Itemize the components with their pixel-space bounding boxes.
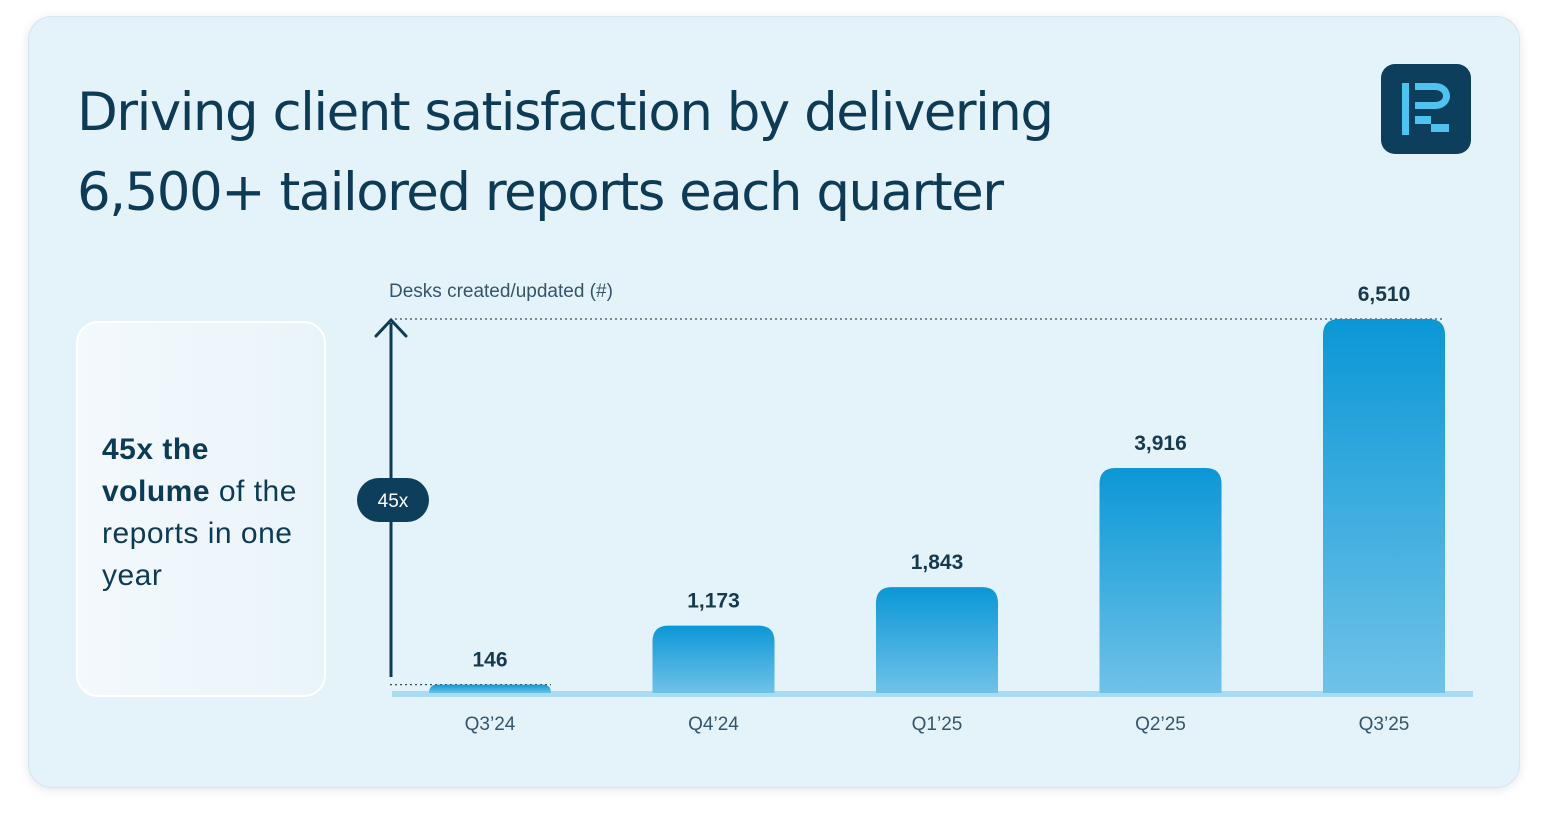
bar-1 — [429, 684, 551, 693]
report-r-logo-icon — [1381, 64, 1471, 154]
x-tick-label-4: Q2’25 — [1135, 714, 1186, 735]
highlight-bold: 45x the volume — [102, 433, 211, 508]
bar-5 — [1323, 319, 1445, 693]
data-label-4: 3,916 — [1134, 432, 1187, 455]
x-tick-label-2: Q4’24 — [688, 714, 739, 735]
data-label-1: 146 — [472, 649, 507, 672]
highlight-card: 45x the volume of the reports in one yea… — [76, 321, 326, 697]
highlight-text: 45x the volume of the reports in one yea… — [102, 429, 312, 597]
x-tick-label-1: Q3’24 — [465, 714, 516, 735]
title-line-1: Driving client satisfaction by deliverin… — [77, 82, 1054, 143]
logo-glyph — [1402, 83, 1450, 135]
y-axis-label: Desks created/updated (#) — [389, 281, 613, 302]
highlight-rest: of the reports in one year — [102, 475, 297, 592]
bar-3 — [876, 587, 998, 693]
growth-arrow-head-icon — [374, 318, 408, 338]
x-tick-label-5: Q3’25 — [1359, 714, 1410, 735]
title-line-2: 6,500+ tailored reports each quarter — [77, 162, 1004, 223]
page-title: Driving client satisfaction by deliverin… — [77, 73, 1054, 233]
data-label-5: 6,510 — [1358, 283, 1411, 306]
x-tick-label-3: Q1’25 — [912, 714, 963, 735]
growth-badge — [357, 478, 429, 522]
bar-4 — [1099, 468, 1222, 693]
bar-2 — [652, 625, 775, 693]
x-axis-baseline — [392, 691, 1473, 697]
growth-badge-label: 45x — [378, 491, 409, 512]
data-label-2: 1,173 — [687, 590, 740, 613]
data-label-3: 1,843 — [911, 551, 964, 574]
